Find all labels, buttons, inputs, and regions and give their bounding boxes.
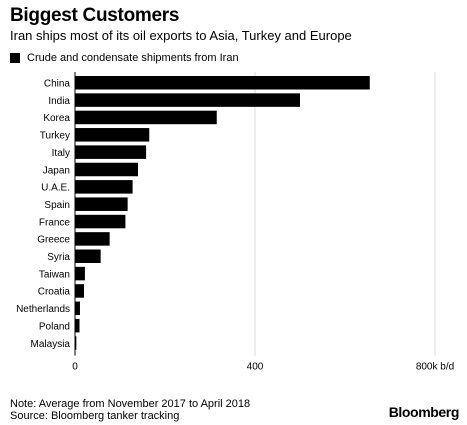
x-tick-label: 800k b/d [416,362,454,373]
category-label: Greece [37,235,70,246]
category-label: India [48,96,70,107]
bar-greece [75,232,110,246]
chart-source: Source: Bloomberg tanker tracking [10,410,180,422]
bar-japan [75,162,138,177]
bar-uae [75,180,133,194]
bar-france [75,214,126,229]
chart-note: Note: Average from November 2017 to Apri… [10,398,251,410]
x-tick-label: 0 [72,362,78,373]
category-label: France [39,217,71,228]
bar-syria [75,249,101,263]
bar-spain [75,197,128,211]
category-label: Malaysia [31,339,71,350]
legend-label: Crude and condensate shipments from Iran [27,52,239,64]
bar-croatia [75,284,84,298]
bar-italy [75,145,147,159]
chart-subtitle: Iran ships most of its oil exports to As… [10,28,352,43]
category-label: Poland [39,321,70,332]
category-label: U.A.E. [41,183,70,194]
bar-taiwan [75,266,85,281]
legend: Crude and condensate shipments from Iran [10,52,239,64]
bar-poland [75,318,80,333]
bar-malaysia [75,336,77,350]
brand-logo: Bloomberg [388,404,460,420]
chart-title: Biggest Customers [10,5,180,26]
category-label: Korea [43,113,70,124]
bar-netherlands [75,301,80,316]
category-label: Netherlands [16,304,70,315]
bar-korea [75,110,217,125]
category-label: Spain [44,200,70,211]
bar-india [75,93,300,107]
category-label: Japan [43,165,70,176]
category-label: Croatia [38,287,71,298]
bar-china [75,76,370,90]
category-label: Syria [47,252,70,263]
bar-turkey [75,128,150,142]
category-label: Turkey [40,131,70,142]
category-label: China [44,79,71,90]
legend-swatch [10,53,20,63]
category-label: Taiwan [39,269,70,280]
x-tick-label: 400 [247,362,264,373]
category-label: Italy [52,148,70,159]
